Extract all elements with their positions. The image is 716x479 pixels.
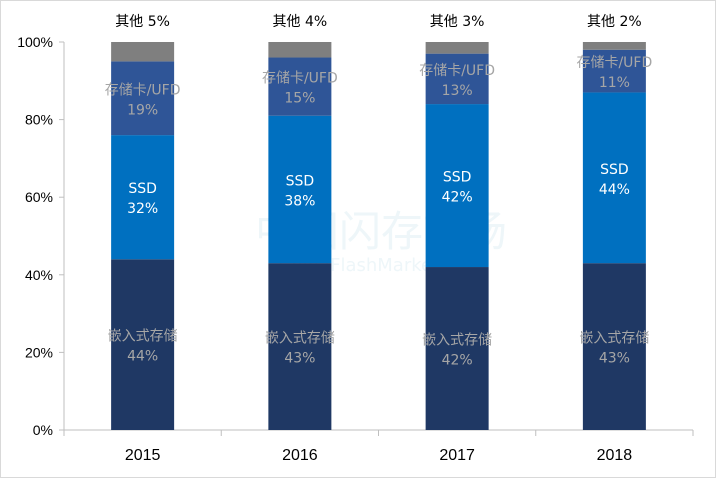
- data-label-series-name: 存储卡/UFD: [419, 63, 495, 79]
- y-tick-label: 60%: [25, 189, 53, 205]
- data-label-value: 44%: [599, 182, 630, 198]
- y-tick-label: 100%: [17, 34, 53, 50]
- bar-segment: [425, 104, 489, 268]
- bar-segment: [111, 61, 175, 136]
- x-category-label: 2016: [282, 447, 318, 464]
- data-label-other: 其他 5%: [115, 14, 170, 30]
- bar-segment: [425, 53, 489, 105]
- x-category-label: 2015: [125, 447, 161, 464]
- data-label-value: 13%: [442, 83, 473, 99]
- bar-segment: [268, 42, 332, 58]
- data-label-value: 42%: [442, 353, 473, 369]
- data-label-series-name: 嵌入式存储: [265, 331, 335, 347]
- data-label-value: 19%: [127, 102, 158, 118]
- data-label-series-name: SSD: [286, 173, 315, 189]
- data-label-series-name: 存储卡/UFD: [105, 82, 181, 98]
- data-label-value: 15%: [284, 91, 315, 107]
- bar-segment: [111, 259, 175, 430]
- data-label-value: 43%: [284, 351, 315, 367]
- data-label-series-name: SSD: [600, 162, 629, 178]
- bar-segment: [582, 42, 646, 50]
- x-category-label: 2018: [597, 447, 633, 464]
- bar-segment: [582, 263, 646, 430]
- data-label-value: 42%: [442, 190, 473, 206]
- bar-segment: [425, 42, 489, 54]
- data-label-series-name: 嵌入式存储: [108, 329, 178, 345]
- bar-segment: [111, 42, 175, 62]
- data-label-value: 11%: [599, 75, 630, 91]
- data-label-other: 其他 4%: [273, 14, 328, 30]
- data-label-series-name: 嵌入式存储: [422, 333, 492, 349]
- data-labels: 嵌入式存储 44% SSD 32% 存储卡/UFD 19% 其他 5% 嵌入式存储 43% SSD…: [105, 14, 653, 369]
- data-label-series-name: 嵌入式存储: [579, 331, 649, 347]
- bar-segment: [111, 135, 175, 260]
- data-label-series-name: SSD: [443, 170, 472, 186]
- data-label-value: 32%: [127, 201, 158, 217]
- y-tick-label: 40%: [25, 267, 53, 283]
- bar-segment: [582, 92, 646, 264]
- bar-segment: [268, 115, 332, 264]
- data-label-value: 43%: [599, 351, 630, 367]
- data-label-other: 其他 3%: [430, 14, 485, 30]
- bar-segment: [268, 263, 332, 430]
- data-label-series-name: 存储卡/UFD: [576, 55, 652, 71]
- y-tick-label: 80%: [25, 112, 53, 128]
- axes: 0% 20% 40% 60% 80% 100% 2015 2016 2017 2018: [17, 34, 694, 464]
- y-tick-label: 0%: [33, 422, 53, 438]
- data-label-series-name: SSD: [128, 181, 157, 197]
- bars: [111, 42, 646, 430]
- bar-segment: [425, 267, 489, 430]
- data-label-value: 38%: [284, 193, 315, 209]
- bar-segment: [582, 49, 646, 93]
- data-label-value: 44%: [127, 349, 158, 365]
- x-category-label: 2017: [439, 447, 475, 464]
- data-label-other: 其他 2%: [587, 14, 642, 30]
- y-tick-label: 20%: [25, 344, 53, 360]
- bar-segment: [268, 57, 332, 116]
- data-label-series-name: 存储卡/UFD: [262, 71, 338, 87]
